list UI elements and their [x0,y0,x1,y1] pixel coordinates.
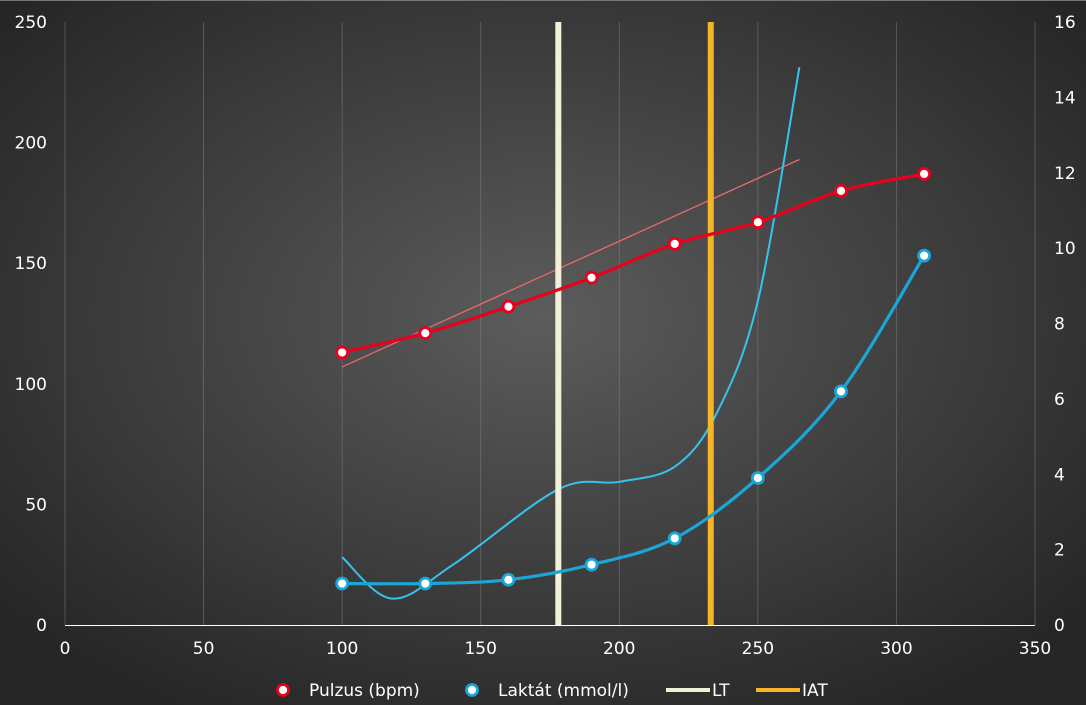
legend-label[interactable]: Pulzus (bpm) [309,681,420,701]
legend-marker [465,683,479,697]
x-tick-label: 50 [193,639,215,659]
y-left-tick-label: 0 [36,616,47,636]
y-right-tick-label: 14 [1054,88,1076,108]
legend-label[interactable]: IAT [802,681,828,701]
data-point[interactable] [750,471,765,485]
trendline-pulzus [341,158,800,368]
y-right-tick-label: 2 [1054,541,1065,561]
y-right-tick-label: 16 [1054,13,1076,33]
x-tick-label: 350 [1019,639,1051,659]
y-left-tick-label: 50 [25,495,47,515]
data-point[interactable] [501,572,516,587]
vertical-markers [555,22,714,625]
y-right-tick-label: 12 [1054,164,1076,184]
x-tick-label: 0 [60,639,71,659]
data-point[interactable] [335,345,350,360]
trendline-laktat [341,67,801,600]
data-point[interactable] [584,557,599,572]
legend-label[interactable]: Laktát (mmol/l) [498,681,629,701]
data-point[interactable] [501,299,516,314]
y-left-tick-label: 200 [15,134,47,154]
legend-marker [276,683,290,697]
data-point[interactable] [418,576,433,591]
grid [64,22,1036,625]
trendlines [341,67,801,600]
x-tick-label: 300 [880,639,912,659]
data-point[interactable] [834,384,848,399]
y-right-tick-label: 6 [1054,390,1065,410]
y-left-tick-label: 250 [15,13,47,33]
x-tick-label: 100 [326,639,358,659]
data-point[interactable] [750,215,765,230]
series-line-0 [340,172,926,354]
axes: 0 50 100 150 200 250 300 3500501001502002500246… [15,13,1076,659]
y-left-tick-label: 150 [15,254,47,274]
y-right-tick-label: 10 [1054,239,1076,259]
data-point[interactable] [917,248,932,263]
y-left-tick-label: 100 [15,375,47,395]
legend: Pulzus (bpm) Laktát (mmol/l) LT IAT [276,681,828,701]
y-right-tick-label: 4 [1054,465,1065,485]
x-tick-label: 150 [464,639,496,659]
data-point[interactable] [834,183,848,198]
data-point[interactable] [584,270,599,285]
data-point[interactable] [418,326,433,341]
data-point[interactable] [917,167,932,181]
y-right-tick-label: 8 [1054,315,1065,335]
x-tick-label: 250 [742,639,774,659]
y-right-tick-label: 0 [1054,616,1065,636]
x-tick-label: 200 [603,639,635,659]
series [335,167,932,591]
data-point[interactable] [335,576,350,591]
data-point[interactable] [667,237,682,251]
data-point[interactable] [667,531,682,546]
legend-label[interactable]: LT [712,681,730,701]
